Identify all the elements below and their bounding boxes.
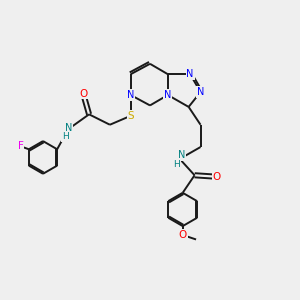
Text: N: N: [64, 123, 72, 133]
Text: H: H: [173, 160, 180, 169]
Text: H: H: [62, 132, 69, 141]
Text: S: S: [128, 111, 134, 121]
Text: O: O: [79, 88, 87, 98]
Text: N: N: [127, 90, 134, 100]
Text: N: N: [197, 87, 204, 97]
Text: O: O: [178, 230, 187, 240]
Text: N: N: [186, 69, 194, 79]
Text: O: O: [213, 172, 221, 182]
Text: F: F: [18, 141, 23, 151]
Text: N: N: [164, 90, 172, 100]
Text: N: N: [178, 150, 185, 160]
